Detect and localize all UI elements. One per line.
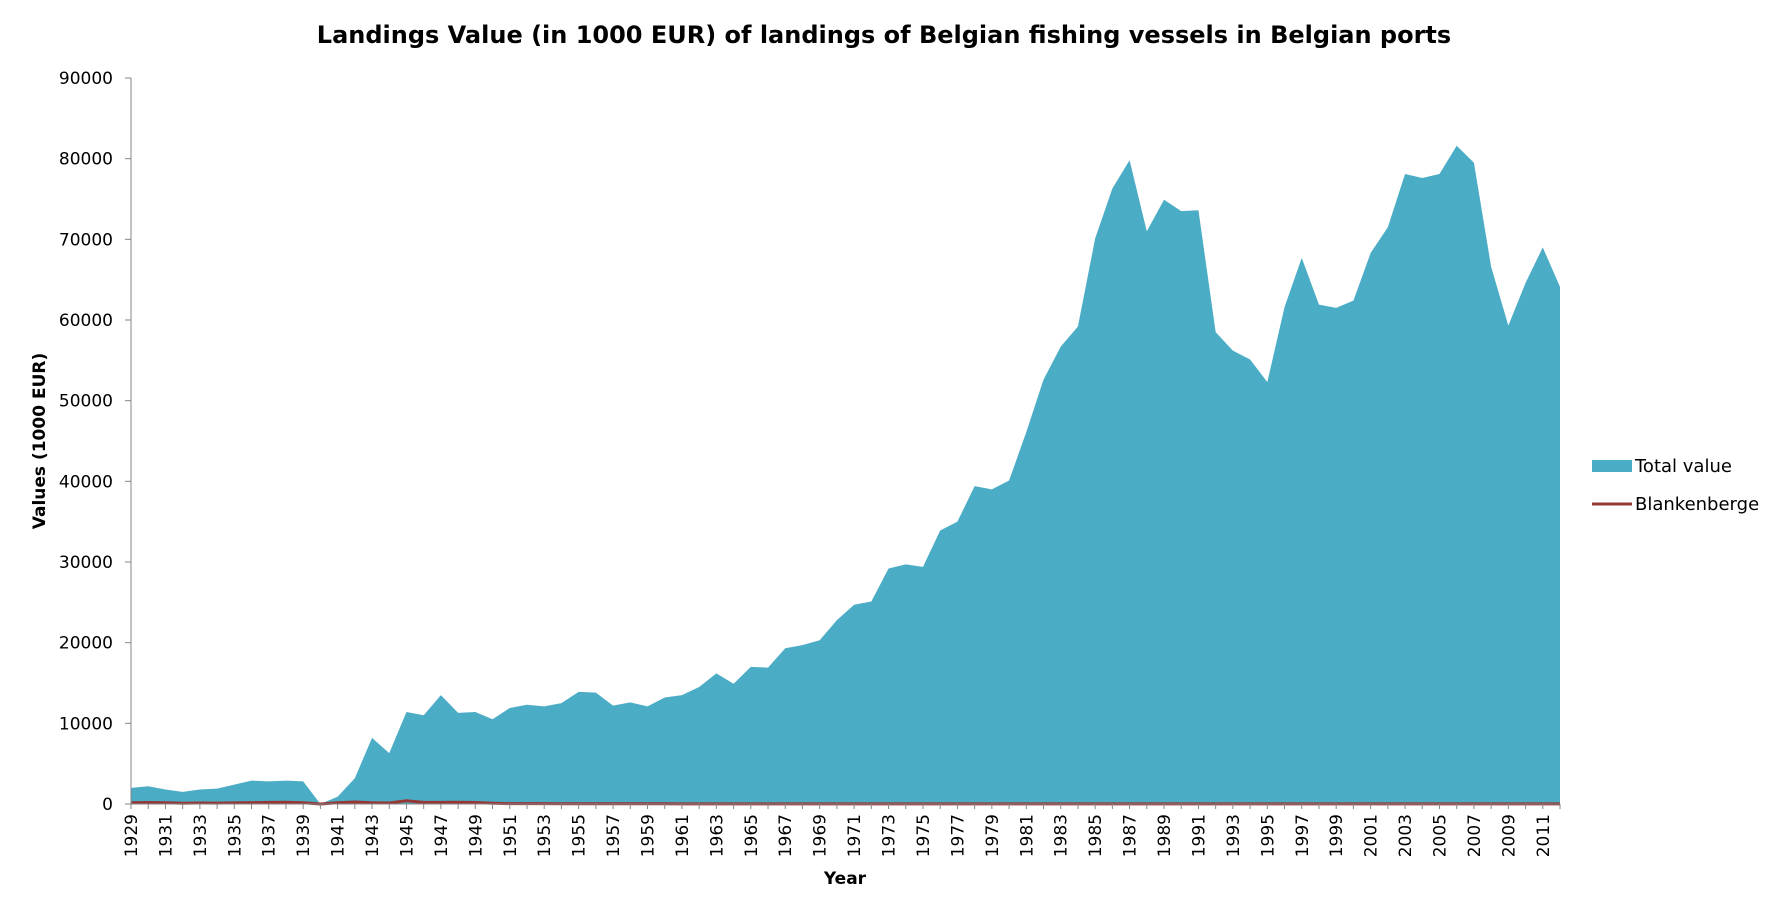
y-tick-label: 0 xyxy=(102,795,113,815)
chart-title: Landings Value (in 1000 EUR) of landings… xyxy=(317,21,1451,49)
x-tick-label: 1971 xyxy=(845,814,865,857)
x-axis-title: Year xyxy=(823,869,867,889)
y-tick-label: 70000 xyxy=(59,230,113,250)
x-tick-label: 1943 xyxy=(363,814,383,857)
x-tick-label: 1945 xyxy=(397,814,417,857)
axes: 0 10000 20000 30000 40000 50000 60000 70000 8000… xyxy=(59,69,1561,857)
x-tick-label: 1929 xyxy=(122,814,142,857)
x-tick-label: 1969 xyxy=(811,814,831,857)
y-tick-label: 90000 xyxy=(59,69,113,89)
x-tick-label: 1977 xyxy=(948,814,968,857)
x-tick-label: 1959 xyxy=(639,814,659,857)
x-tick-label: 1955 xyxy=(570,814,590,857)
series-area-total-value xyxy=(131,145,1560,804)
x-tick-label: 1947 xyxy=(432,814,452,857)
x-tick-label: 1989 xyxy=(1155,814,1175,857)
y-tick-label: 80000 xyxy=(59,150,113,170)
x-tick-label: 2003 xyxy=(1396,814,1416,857)
x-tick-label: 1941 xyxy=(329,814,349,857)
plot-area xyxy=(130,145,1560,806)
x-tick-label: 1957 xyxy=(604,814,624,857)
x-tick-label: 1997 xyxy=(1293,814,1313,857)
x-tick-label: 1965 xyxy=(742,814,762,857)
y-tick-label: 60000 xyxy=(59,311,113,331)
x-tick-label: 1933 xyxy=(191,814,211,857)
x-tick-label: 1995 xyxy=(1258,814,1278,857)
x-tick-label: 2001 xyxy=(1362,814,1382,857)
x-tick-label: 1939 xyxy=(294,814,314,857)
x-tick-label: 1987 xyxy=(1121,814,1141,857)
x-tick-label: 1937 xyxy=(260,814,280,857)
x-tick-label: 1963 xyxy=(707,814,727,857)
y-tick-label: 30000 xyxy=(59,553,113,573)
x-tick-label: 1935 xyxy=(225,814,245,857)
x-tick-label: 1983 xyxy=(1052,814,1072,857)
legend-label-blankenberge: Blankenberge xyxy=(1635,494,1759,515)
y-tick-label: 10000 xyxy=(59,714,113,734)
x-tick-label: 1967 xyxy=(776,814,796,857)
x-tick-label: 2011 xyxy=(1534,814,1554,857)
x-tick-label: 2009 xyxy=(1499,814,1519,857)
y-tick-label: 50000 xyxy=(59,392,113,412)
y-axis-title: Values (1000 EUR) xyxy=(30,353,50,529)
x-tick-label: 1993 xyxy=(1224,814,1244,857)
x-tick-label: 1951 xyxy=(501,814,521,857)
x-tick-label: 1953 xyxy=(535,814,555,857)
x-tick-label: 2005 xyxy=(1430,814,1450,857)
x-tick-label: 1979 xyxy=(983,814,1003,857)
x-tick-label: 1985 xyxy=(1086,814,1106,857)
x-tick-label: 1973 xyxy=(880,814,900,857)
x-tick-label: 1975 xyxy=(914,814,934,857)
y-tick-label: 20000 xyxy=(59,634,113,654)
y-tick-label: 40000 xyxy=(59,472,113,492)
x-tick-label: 1961 xyxy=(673,814,693,857)
x-tick-label: 1931 xyxy=(156,814,176,857)
x-tick-label: 1999 xyxy=(1327,814,1347,857)
x-tick-label: 1949 xyxy=(466,814,486,857)
legend-label-total-value: Total value xyxy=(1634,456,1732,477)
legend-swatch-total-value xyxy=(1592,460,1632,472)
x-tick-label: 1991 xyxy=(1189,814,1209,857)
x-tick-label: 2007 xyxy=(1465,814,1485,857)
x-tick-label: 1981 xyxy=(1017,814,1037,857)
legend: Total value Blankenberge xyxy=(1592,456,1759,515)
